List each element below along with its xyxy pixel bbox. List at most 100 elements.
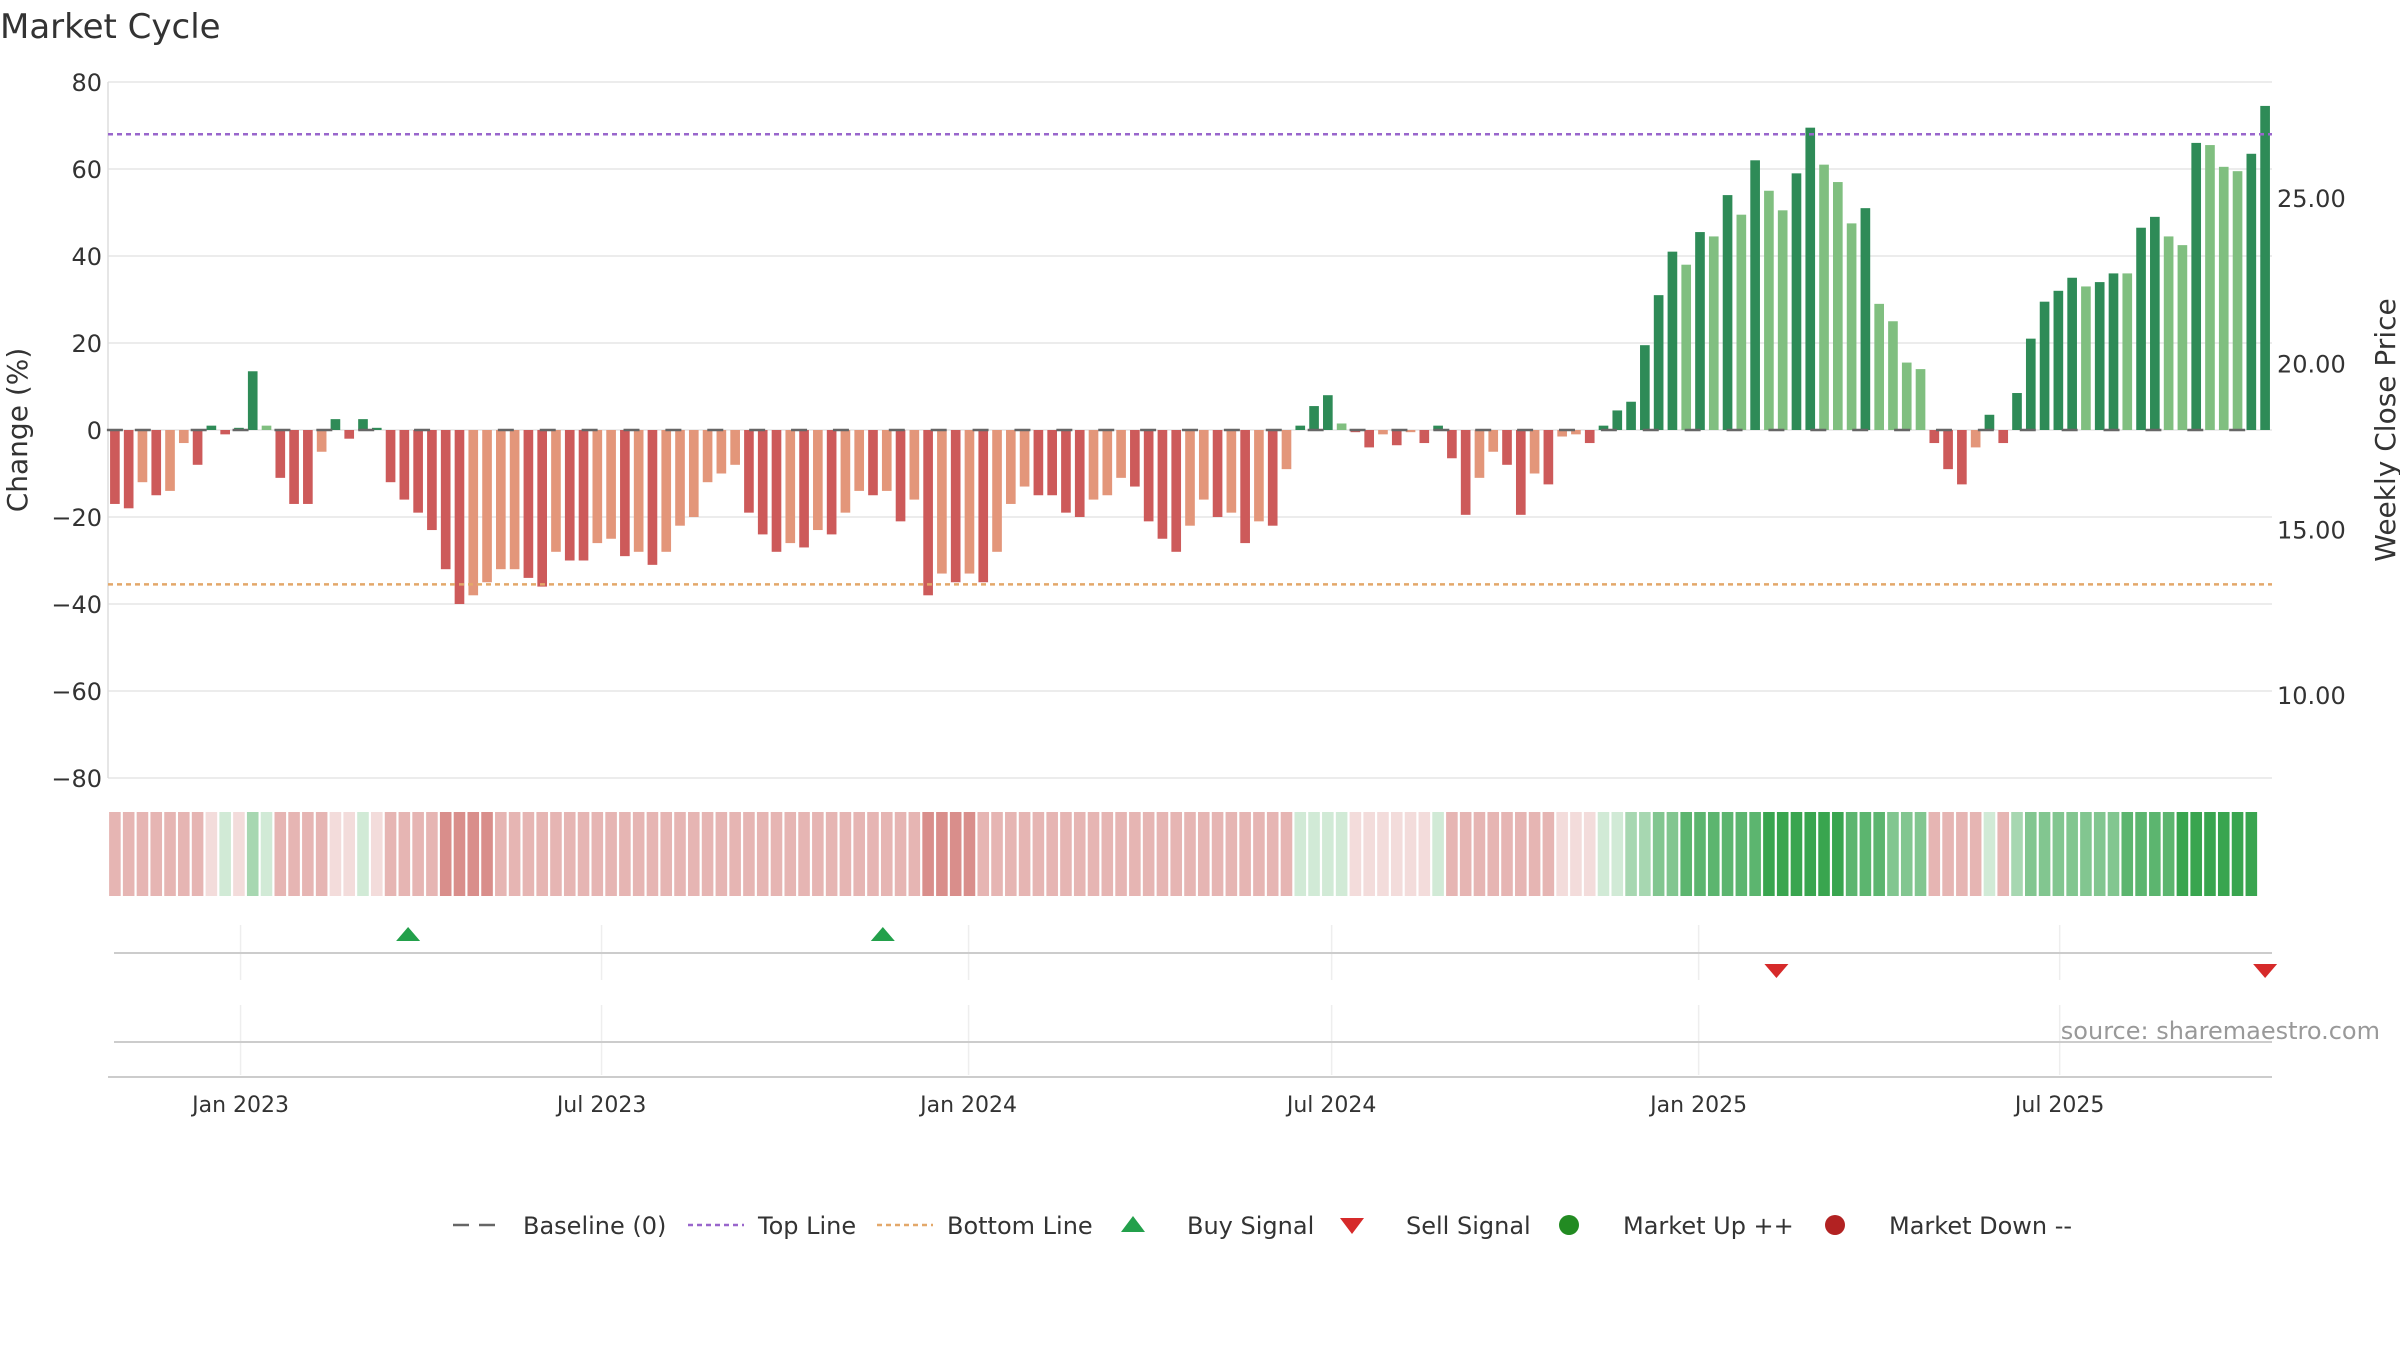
bar bbox=[551, 430, 561, 552]
bar bbox=[620, 430, 630, 557]
strength-cell bbox=[1749, 812, 1761, 896]
strength-cell bbox=[880, 812, 893, 896]
strength-cell bbox=[1900, 812, 1913, 896]
strength-cell bbox=[1721, 812, 1734, 896]
y2-tick-label: 10.00 bbox=[2277, 682, 2346, 710]
strength-cell bbox=[302, 812, 314, 896]
strength-cell bbox=[1473, 812, 1486, 896]
bar bbox=[813, 430, 823, 531]
y-tick-label: 20 bbox=[71, 330, 102, 358]
bar bbox=[1833, 182, 1843, 430]
bar bbox=[1667, 251, 1678, 430]
bar bbox=[2177, 245, 2188, 431]
strength-cell bbox=[2231, 812, 2244, 896]
strength-cell bbox=[2025, 812, 2037, 896]
bar bbox=[1378, 430, 1388, 435]
strength-cell bbox=[1735, 812, 1748, 896]
bar bbox=[303, 430, 313, 504]
bar bbox=[1819, 164, 1829, 430]
bar bbox=[247, 371, 258, 430]
y-tick-label: 60 bbox=[71, 156, 102, 184]
buy-signal-marker bbox=[870, 927, 895, 941]
bar bbox=[826, 430, 837, 535]
strength-cell bbox=[1142, 812, 1155, 896]
strength-cell bbox=[1129, 812, 1141, 896]
strength-cell bbox=[1005, 812, 1017, 896]
bar bbox=[992, 430, 1002, 552]
strength-cell bbox=[1501, 812, 1513, 896]
buy-signal-marker bbox=[396, 927, 421, 941]
y-tick-label: 80 bbox=[71, 69, 102, 97]
bar bbox=[468, 430, 479, 596]
strength-cell bbox=[949, 812, 962, 896]
bar bbox=[1171, 430, 1182, 552]
strength-cell bbox=[2245, 812, 2258, 896]
strength-cell bbox=[1832, 812, 1844, 896]
strength-cell bbox=[1859, 812, 1872, 896]
bar bbox=[371, 427, 382, 430]
strength-cell bbox=[715, 812, 728, 896]
bar bbox=[2246, 153, 2257, 431]
strength-cell bbox=[1914, 812, 1927, 896]
bar bbox=[1502, 430, 1512, 465]
strength-cell bbox=[357, 812, 369, 896]
bar bbox=[1681, 264, 1692, 430]
strength-cell bbox=[619, 812, 631, 896]
bar bbox=[1212, 430, 1223, 517]
bar bbox=[1143, 430, 1154, 522]
strength-cell bbox=[1983, 812, 1996, 896]
y2-tick-label: 25.00 bbox=[2277, 185, 2346, 213]
strength-cell bbox=[205, 812, 218, 896]
strength-cell bbox=[701, 812, 714, 896]
strength-cell bbox=[1583, 812, 1596, 896]
legend-label-buy: Buy Signal bbox=[1187, 1212, 1314, 1240]
strength-cell bbox=[1956, 812, 1968, 896]
bar bbox=[2163, 236, 2174, 430]
strength-cell bbox=[1446, 812, 1458, 896]
strength-cell bbox=[605, 812, 617, 896]
strength-cell bbox=[274, 812, 287, 896]
bar bbox=[1874, 303, 1884, 430]
bar bbox=[2081, 286, 2091, 430]
bar bbox=[1998, 430, 2009, 444]
strength-cell bbox=[1515, 812, 1527, 896]
strength-cell bbox=[936, 812, 948, 896]
bar bbox=[1074, 430, 1085, 517]
strength-cell bbox=[2066, 812, 2078, 896]
bar bbox=[1474, 430, 1485, 478]
strength-cell bbox=[688, 812, 700, 896]
bar bbox=[523, 430, 534, 578]
strength-cell bbox=[1597, 812, 1610, 896]
strength-cell bbox=[1969, 812, 1982, 896]
legend-label-top: Top Line bbox=[757, 1212, 856, 1240]
bar bbox=[1764, 190, 1774, 430]
strength-cell bbox=[1390, 812, 1403, 896]
strength-cell bbox=[481, 812, 493, 896]
strength-cell bbox=[784, 812, 797, 896]
strength-cell bbox=[1032, 812, 1045, 896]
strength-cell bbox=[1280, 812, 1293, 896]
chart-title: Market Cycle bbox=[0, 7, 221, 47]
bar bbox=[496, 430, 506, 570]
bar bbox=[578, 430, 589, 561]
bar bbox=[1584, 430, 1595, 444]
strength-cell bbox=[646, 812, 659, 896]
strength-cell bbox=[550, 812, 562, 896]
strength-cell bbox=[1432, 812, 1444, 896]
strength-cell bbox=[853, 812, 865, 896]
strength-cell bbox=[839, 812, 852, 896]
bar bbox=[289, 430, 299, 504]
strength-cell bbox=[1335, 812, 1348, 896]
strength-cell bbox=[384, 812, 397, 896]
source-label: source: sharemaestro.com bbox=[2061, 1017, 2380, 1045]
bar bbox=[137, 430, 148, 483]
legend-label-sell: Sell Signal bbox=[1406, 1212, 1531, 1240]
bar bbox=[413, 430, 423, 513]
strength-cell bbox=[1087, 812, 1100, 896]
strength-cell bbox=[1707, 812, 1720, 896]
strength-cell bbox=[426, 812, 438, 896]
strength-cell bbox=[2107, 812, 2120, 896]
y-tick-label: −80 bbox=[51, 765, 102, 793]
strength-cell bbox=[922, 812, 934, 896]
